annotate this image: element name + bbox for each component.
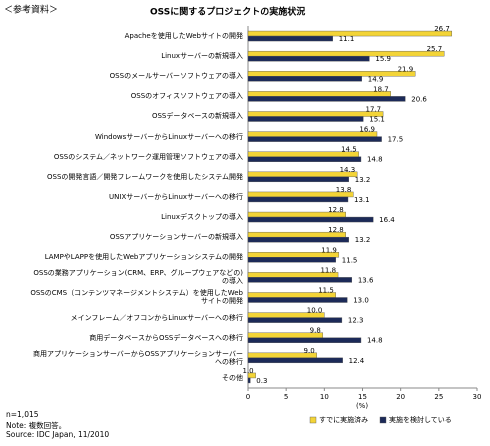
category-label: OSSのCMS（コンテンツマネージメントシステム）を使用したWebサイトの開発 (30, 289, 243, 306)
value-label: 13.1 (354, 196, 370, 204)
bar (247, 91, 391, 97)
legend-label: すでに実施済み (319, 415, 368, 424)
category-label: LAMPやLAPPを使用したWebアプリケーションシステムの開発 (44, 253, 243, 262)
value-label: 11.5 (342, 256, 358, 264)
value-label: 13.0 (353, 297, 369, 305)
x-tick-label: 30 (473, 393, 482, 401)
value-label: 11.1 (339, 35, 355, 43)
chart-title: OSSに関するプロジェクトの実施状況 (150, 6, 305, 18)
value-label: 9.8 (310, 327, 321, 335)
value-label: 26.7 (434, 25, 450, 33)
bar (247, 116, 364, 122)
value-label: 15.1 (369, 116, 385, 124)
category-label: OSSアプリケーションサーバーの新規導入 (109, 233, 243, 242)
category-label: OSSの開発言語／開発フレームワークを使用したシステム開発 (47, 172, 243, 181)
category-label: Apacheを使用したWebサイトの開発 (124, 32, 243, 41)
bar (247, 357, 343, 364)
bar (247, 30, 453, 37)
value-label: 16.9 (359, 126, 375, 134)
category-label: Linuxデスクトップの導入 (161, 213, 243, 222)
value-label: 20.6 (411, 95, 427, 103)
legend-swatch (309, 416, 317, 424)
bar (247, 55, 370, 62)
value-label: 18.7 (373, 85, 389, 93)
category-label: OSSのメールサーバーソフトウェアの導入 (109, 72, 243, 81)
bar (247, 216, 374, 223)
note: n=1,015 (6, 410, 39, 419)
bar (247, 35, 333, 42)
bar (247, 71, 416, 77)
bar (247, 196, 349, 203)
value-label: 13.8 (336, 186, 352, 194)
value-label: 10.0 (307, 307, 323, 315)
category-label: UNIXサーバーからLinuxサーバーへの移行 (109, 192, 243, 201)
value-label: 13.6 (358, 276, 374, 284)
value-label: 11.9 (321, 246, 337, 254)
x-tick-label: 0 (246, 393, 250, 401)
category-label: OSSのオフィスソフトウェアの導入 (130, 92, 243, 101)
bar (247, 377, 251, 384)
note: Note: 複数回答。 (6, 421, 67, 430)
bar (247, 50, 445, 57)
x-tick-label: 15 (358, 393, 367, 401)
value-label: 16.4 (379, 216, 395, 224)
bar (247, 297, 348, 303)
x-tick-label: 25 (434, 393, 443, 401)
value-label: 12.3 (348, 317, 364, 325)
bar (247, 372, 256, 379)
category-label: Linuxサーバーの新規導入 (161, 52, 243, 61)
bar (247, 277, 353, 283)
x-tick-label: 20 (396, 393, 405, 401)
x-tick-label: 10 (320, 393, 329, 401)
value-label: 14.9 (368, 75, 384, 83)
category-label: その他 (222, 373, 243, 382)
bar (247, 317, 343, 323)
value-label: 15.9 (375, 55, 391, 63)
value-label: 9.0 (304, 347, 315, 355)
legend-swatch (379, 416, 387, 424)
bar (247, 337, 362, 343)
value-label: 0.3 (256, 377, 267, 385)
value-label: 14.8 (367, 337, 383, 345)
legend-label: 実施を検討している (389, 415, 452, 424)
value-label: 12.8 (328, 226, 344, 234)
value-label: 13.2 (355, 176, 371, 184)
value-label: 11.8 (320, 266, 336, 274)
category-label: 商用アプリケーションサーバーからOSSアプリケーションサーバーへの移行 (33, 349, 243, 366)
value-label: 13.2 (355, 236, 371, 244)
value-label: 12.4 (349, 357, 365, 365)
category-label: メインフレーム／オフコンからLinuxサーバーへの移行 (70, 313, 243, 322)
bar (247, 111, 384, 117)
value-label: 25.7 (427, 45, 443, 53)
value-label: 14.8 (367, 156, 383, 164)
bar (247, 257, 336, 263)
category-label: WindowsサーバーからLinuxサーバーへの移行 (95, 132, 243, 141)
bar (247, 176, 349, 183)
x-tick-label: 5 (284, 393, 288, 401)
bar (247, 156, 362, 162)
value-label: 17.7 (366, 106, 382, 114)
bar (247, 131, 378, 137)
bar (247, 96, 406, 102)
bar (247, 136, 382, 142)
header: ＜参考資料＞ (4, 4, 58, 16)
bar (247, 76, 362, 82)
category-label: OSSの業務アプリケーション(CRM、ERP、グループウェアなどの)の導入 (33, 269, 243, 286)
category-label: OSSデータベースの新規導入 (151, 112, 243, 121)
value-label: 17.5 (388, 136, 404, 144)
value-label: 12.8 (328, 206, 344, 214)
value-label: 1.0 (242, 367, 253, 375)
bar (247, 236, 349, 243)
value-label: 21.9 (398, 65, 414, 73)
x-axis-label: (%) (356, 402, 368, 410)
value-label: 14.5 (341, 146, 357, 154)
category-label: 商用データベースからOSSデータベースへの移行 (89, 333, 243, 342)
value-label: 11.5 (318, 287, 334, 295)
category-label: OSSのシステム／ネットワーク運用管理ソフトウェアの導入 (53, 152, 243, 161)
value-label: 14.3 (340, 166, 356, 174)
note: Source: IDC Japan, 11/2010 (6, 430, 110, 439)
